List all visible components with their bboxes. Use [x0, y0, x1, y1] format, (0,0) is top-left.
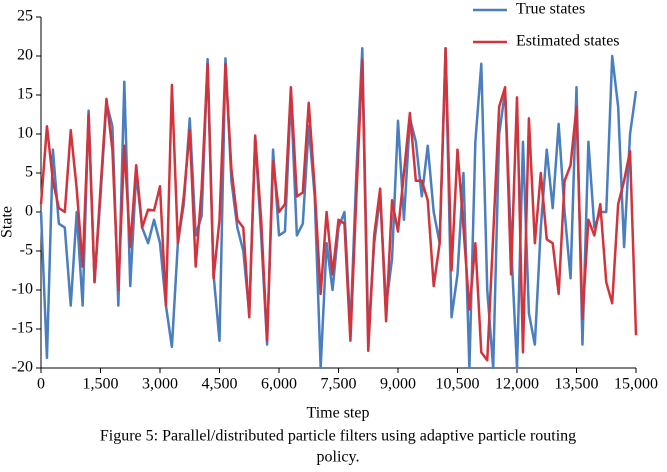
- x-tick-label: 6,000: [261, 376, 297, 393]
- y-tick-label: 20: [17, 47, 33, 64]
- y-axis-label: State: [0, 206, 16, 238]
- x-tick-label: 0: [37, 376, 45, 393]
- x-tick-label: 15,000: [614, 376, 658, 393]
- x-tick-label: 9,000: [380, 376, 416, 393]
- caption-line: policy.: [317, 449, 360, 466]
- y-tick-label: 15: [17, 86, 33, 103]
- x-tick-label: 13,500: [555, 376, 599, 393]
- y-tick-label: -10: [12, 281, 33, 298]
- y-tick-label: -15: [12, 320, 33, 337]
- legend-label: True states: [516, 1, 585, 18]
- y-tick-label: 5: [25, 164, 33, 181]
- x-tick-label: 1,500: [83, 376, 119, 393]
- x-axis-label: Time step: [307, 405, 370, 422]
- series-line: [39, 46, 638, 362]
- x-tick-label: 10,500: [436, 376, 480, 393]
- x-tick-label: 7,500: [321, 376, 357, 393]
- x-tick-label: 4,500: [202, 376, 238, 393]
- y-tick-label: 0: [25, 203, 33, 220]
- y-tick-label: -5: [20, 242, 33, 259]
- y-tick-label: -20: [12, 359, 33, 376]
- x-tick-label: 3,000: [142, 376, 178, 393]
- y-tick-label: 10: [17, 125, 33, 142]
- series-line: [39, 46, 638, 370]
- x-tick-label: 12,000: [495, 376, 539, 393]
- y-tick-label: 25: [17, 8, 33, 25]
- legend-label: Estimated states: [516, 33, 620, 50]
- caption-line: Figure 5: Parallel/distributed particle …: [100, 428, 576, 445]
